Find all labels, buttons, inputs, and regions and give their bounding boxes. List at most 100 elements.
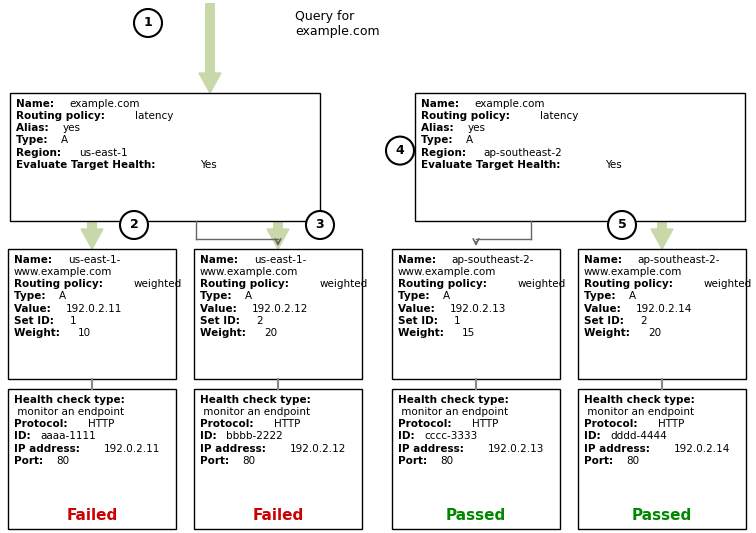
Text: ap-southeast-2-: ap-southeast-2- xyxy=(638,255,720,265)
Text: 80: 80 xyxy=(56,456,70,466)
Text: A: A xyxy=(59,292,67,301)
Bar xyxy=(392,249,560,379)
Text: monitor an endpoint: monitor an endpoint xyxy=(200,407,310,417)
Text: Set ID:: Set ID: xyxy=(584,316,627,326)
Polygon shape xyxy=(399,141,415,160)
Bar xyxy=(194,389,362,529)
Text: us-east-1-: us-east-1- xyxy=(68,255,120,265)
Text: Health check type:: Health check type: xyxy=(200,395,311,405)
Text: Passed: Passed xyxy=(446,507,506,522)
Bar xyxy=(657,221,667,229)
Text: Protocol:: Protocol: xyxy=(14,419,71,429)
Bar xyxy=(415,93,745,221)
Text: Weight:: Weight: xyxy=(584,328,634,338)
Text: Health check type:: Health check type: xyxy=(584,395,695,405)
Circle shape xyxy=(134,9,162,37)
Text: us-east-1-: us-east-1- xyxy=(254,255,306,265)
Text: Set ID:: Set ID: xyxy=(14,316,57,326)
Text: latency: latency xyxy=(541,111,579,121)
Text: 1: 1 xyxy=(144,17,153,29)
Bar xyxy=(578,249,746,379)
Text: yes: yes xyxy=(63,123,81,133)
Bar xyxy=(578,389,746,529)
Text: IP address:: IP address: xyxy=(200,443,269,454)
Text: Failed: Failed xyxy=(253,507,304,522)
Text: Port:: Port: xyxy=(14,456,47,466)
Text: A: A xyxy=(443,292,451,301)
Text: ap-southeast-2-: ap-southeast-2- xyxy=(451,255,534,265)
Text: 192.0.2.13: 192.0.2.13 xyxy=(450,303,507,313)
Text: Query for
example.com: Query for example.com xyxy=(295,10,380,38)
Text: 192.0.2.14: 192.0.2.14 xyxy=(674,443,730,454)
Text: HTTP: HTTP xyxy=(472,419,498,429)
Text: Type:: Type: xyxy=(421,135,456,146)
Text: Routing policy:: Routing policy: xyxy=(200,279,293,289)
Text: 80: 80 xyxy=(242,456,256,466)
Text: Region:: Region: xyxy=(421,148,469,157)
Text: 2: 2 xyxy=(129,219,138,231)
Text: aaaa-1111: aaaa-1111 xyxy=(40,431,96,441)
Text: example.com: example.com xyxy=(475,99,545,109)
Text: 192.0.2.13: 192.0.2.13 xyxy=(488,443,544,454)
Text: us-east-1: us-east-1 xyxy=(79,148,127,157)
Text: Name:: Name: xyxy=(200,255,242,265)
Text: example.com: example.com xyxy=(70,99,140,109)
Text: 192.0.2.12: 192.0.2.12 xyxy=(290,443,346,454)
Text: www.example.com: www.example.com xyxy=(398,267,497,277)
Text: Value:: Value: xyxy=(14,303,54,313)
Text: 192.0.2.11: 192.0.2.11 xyxy=(66,303,122,313)
Text: Evaluate Target Health:: Evaluate Target Health: xyxy=(421,159,564,169)
Text: Yes: Yes xyxy=(200,159,217,169)
Circle shape xyxy=(306,211,334,239)
Text: monitor an endpoint: monitor an endpoint xyxy=(584,407,694,417)
Circle shape xyxy=(608,211,636,239)
Text: Name:: Name: xyxy=(584,255,626,265)
Text: ID:: ID: xyxy=(398,431,418,441)
Text: monitor an endpoint: monitor an endpoint xyxy=(398,407,508,417)
Text: ID:: ID: xyxy=(14,431,34,441)
Bar xyxy=(273,221,283,229)
Text: Routing policy:: Routing policy: xyxy=(16,111,109,121)
Text: Type:: Type: xyxy=(16,135,51,146)
Text: Set ID:: Set ID: xyxy=(200,316,243,326)
Text: HTTP: HTTP xyxy=(658,419,684,429)
Text: dddd-4444: dddd-4444 xyxy=(610,431,667,441)
Text: weighted: weighted xyxy=(703,279,751,289)
Bar xyxy=(205,3,215,73)
Text: Value:: Value: xyxy=(398,303,438,313)
Circle shape xyxy=(386,136,414,165)
Text: Weight:: Weight: xyxy=(14,328,64,338)
Text: A: A xyxy=(466,135,473,146)
Text: www.example.com: www.example.com xyxy=(200,267,299,277)
Text: Protocol:: Protocol: xyxy=(200,419,257,429)
Text: Name:: Name: xyxy=(14,255,56,265)
Polygon shape xyxy=(81,229,103,249)
Text: 80: 80 xyxy=(626,456,640,466)
Text: Set ID:: Set ID: xyxy=(398,316,442,326)
Text: yes: yes xyxy=(468,123,486,133)
Text: Name:: Name: xyxy=(398,255,440,265)
Text: Protocol:: Protocol: xyxy=(584,419,641,429)
Text: 15: 15 xyxy=(462,328,475,338)
Text: Type:: Type: xyxy=(200,292,235,301)
Text: 1: 1 xyxy=(454,316,460,326)
Text: Port:: Port: xyxy=(584,456,617,466)
Text: Type:: Type: xyxy=(584,292,619,301)
Text: weighted: weighted xyxy=(133,279,181,289)
Text: Name:: Name: xyxy=(421,99,463,109)
Bar xyxy=(194,249,362,379)
Text: Type:: Type: xyxy=(398,292,433,301)
Text: IP address:: IP address: xyxy=(584,443,653,454)
Text: 5: 5 xyxy=(618,219,627,231)
Text: 80: 80 xyxy=(440,456,454,466)
Text: ap-southeast-2: ap-southeast-2 xyxy=(484,148,562,157)
Text: 192.0.2.14: 192.0.2.14 xyxy=(636,303,692,313)
Text: ID:: ID: xyxy=(200,431,220,441)
Text: monitor an endpoint: monitor an endpoint xyxy=(14,407,124,417)
Text: Failed: Failed xyxy=(67,507,118,522)
Text: 10: 10 xyxy=(78,328,91,338)
Circle shape xyxy=(120,211,148,239)
Text: Weight:: Weight: xyxy=(398,328,448,338)
Text: 2: 2 xyxy=(640,316,646,326)
Text: 192.0.2.12: 192.0.2.12 xyxy=(252,303,308,313)
